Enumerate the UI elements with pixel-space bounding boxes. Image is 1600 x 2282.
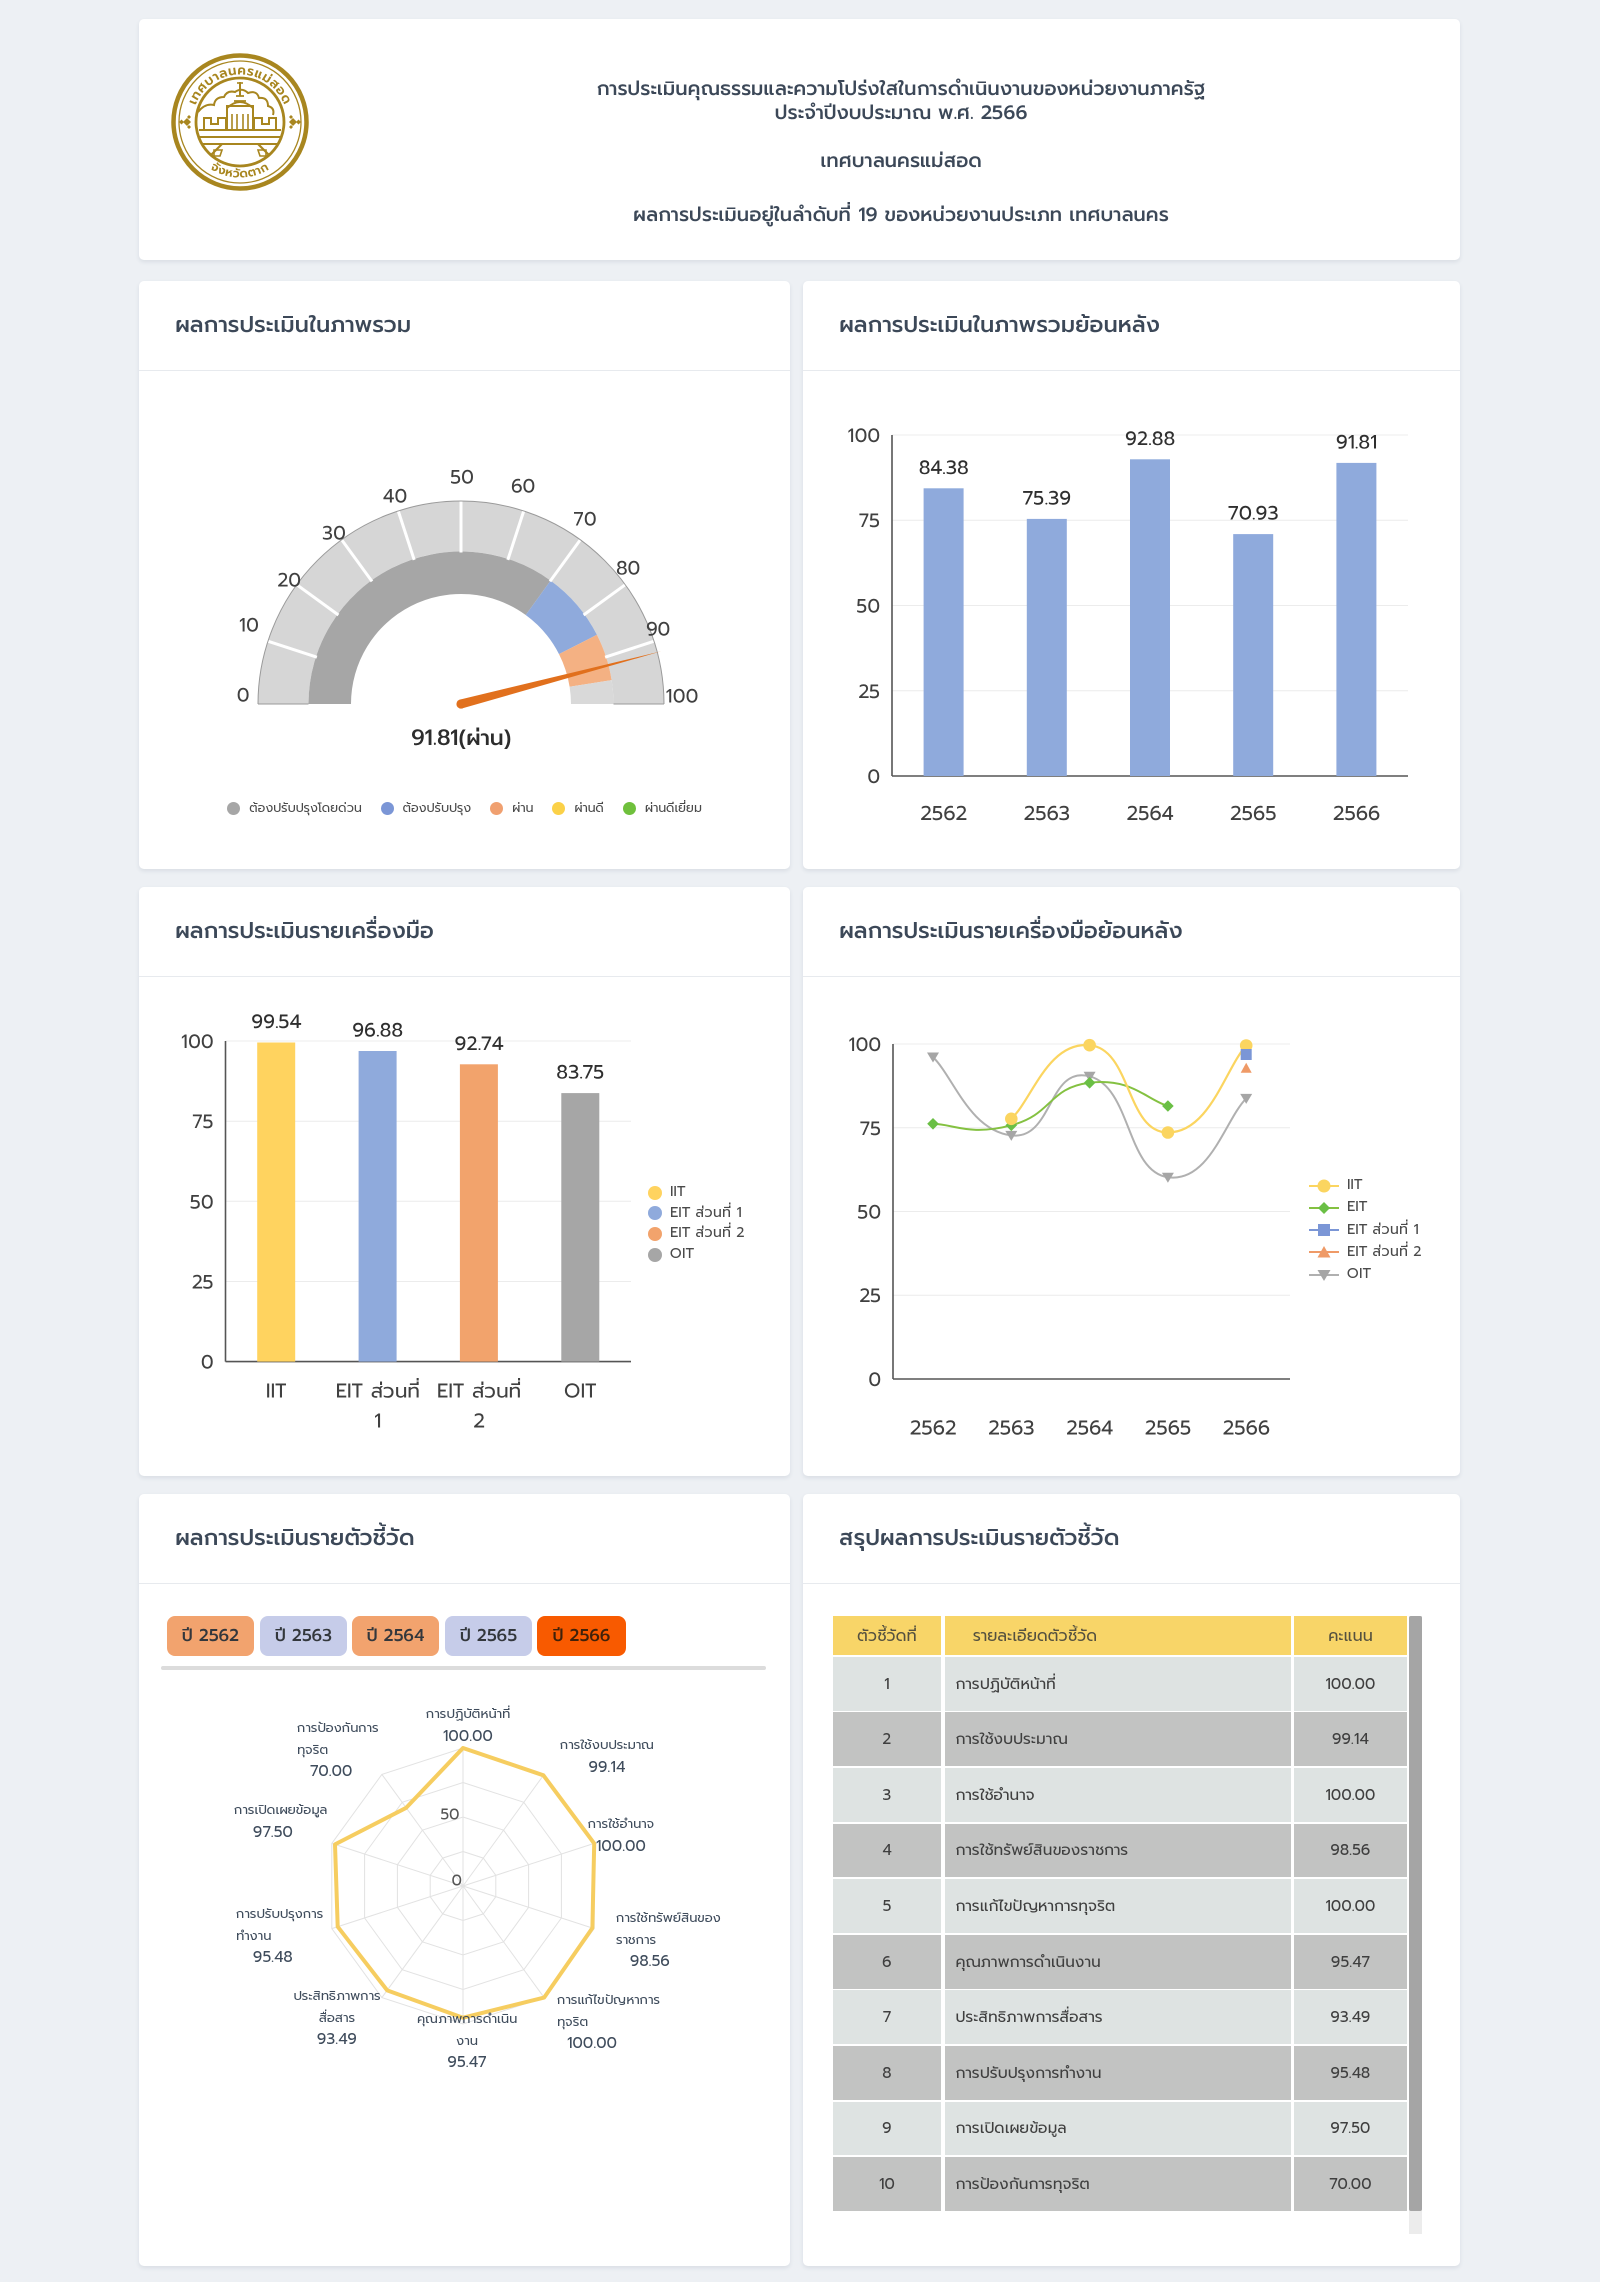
svg-text:50: 50 — [440, 1803, 459, 1827]
svg-text:60: 60 — [511, 473, 535, 502]
svg-text:EIT ส่วนที่: EIT ส่วนที่ — [437, 1377, 521, 1407]
svg-text:92.74: 92.74 — [454, 1030, 503, 1059]
svg-text:100: 100 — [181, 1028, 213, 1057]
svg-text:80: 80 — [616, 555, 640, 584]
svg-text:2565: 2565 — [1145, 1414, 1192, 1444]
svg-text:100: 100 — [848, 422, 880, 451]
svg-text:0: 0 — [452, 1869, 462, 1893]
svg-text:75: 75 — [860, 1115, 881, 1144]
svg-text:2565: 2565 — [1230, 799, 1277, 829]
svg-text:2563: 2563 — [988, 1414, 1035, 1444]
svg-text:1: 1 — [374, 1407, 381, 1437]
svg-text:100: 100 — [666, 683, 698, 712]
svg-text:91.81: 91.81 — [1336, 428, 1377, 457]
svg-text:50: 50 — [190, 1188, 214, 1217]
svg-text:EIT ส่วนที่: EIT ส่วนที่ — [335, 1377, 419, 1407]
svg-text:50: 50 — [450, 464, 474, 493]
svg-text:25: 25 — [859, 1282, 881, 1311]
svg-text:75.39: 75.39 — [1023, 484, 1072, 513]
svg-text:25: 25 — [858, 678, 880, 707]
svg-text:84.38: 84.38 — [919, 454, 969, 483]
svg-text:30: 30 — [322, 520, 346, 549]
svg-text:0: 0 — [237, 682, 250, 711]
svg-text:75: 75 — [192, 1108, 213, 1137]
svg-text:2: 2 — [473, 1407, 485, 1437]
svg-text:0: 0 — [867, 763, 880, 792]
svg-text:2564: 2564 — [1126, 799, 1173, 829]
svg-text:0: 0 — [868, 1366, 881, 1395]
svg-text:50: 50 — [856, 593, 880, 622]
svg-text:25: 25 — [192, 1269, 214, 1298]
svg-text:91.81(ผ่าน): 91.81(ผ่าน) — [411, 722, 511, 755]
svg-text:99.54: 99.54 — [251, 1008, 301, 1037]
svg-text:2562: 2562 — [920, 799, 967, 829]
svg-text:90: 90 — [646, 616, 670, 645]
svg-text:83.75: 83.75 — [556, 1059, 604, 1088]
svg-text:2566: 2566 — [1333, 799, 1380, 829]
svg-text:2564: 2564 — [1066, 1414, 1113, 1444]
svg-text:IIT: IIT — [266, 1377, 287, 1407]
svg-text:92.88: 92.88 — [1125, 425, 1175, 454]
svg-text:100: 100 — [849, 1031, 881, 1060]
svg-text:2563: 2563 — [1023, 799, 1070, 829]
svg-text:20: 20 — [277, 567, 301, 596]
svg-text:70: 70 — [573, 506, 596, 535]
svg-text:2566: 2566 — [1223, 1414, 1270, 1444]
svg-text:70.93: 70.93 — [1228, 500, 1278, 529]
svg-text:จังหวัดตาก: จังหวัดตาก — [207, 158, 272, 183]
svg-text:96.88: 96.88 — [352, 1017, 403, 1046]
svg-text:75: 75 — [859, 507, 880, 536]
svg-text:OIT: OIT — [564, 1377, 597, 1407]
svg-text:2562: 2562 — [910, 1414, 957, 1444]
svg-text:50: 50 — [857, 1199, 881, 1228]
svg-text:0: 0 — [201, 1349, 214, 1378]
svg-text:40: 40 — [383, 483, 407, 512]
svg-text:10: 10 — [239, 612, 259, 641]
